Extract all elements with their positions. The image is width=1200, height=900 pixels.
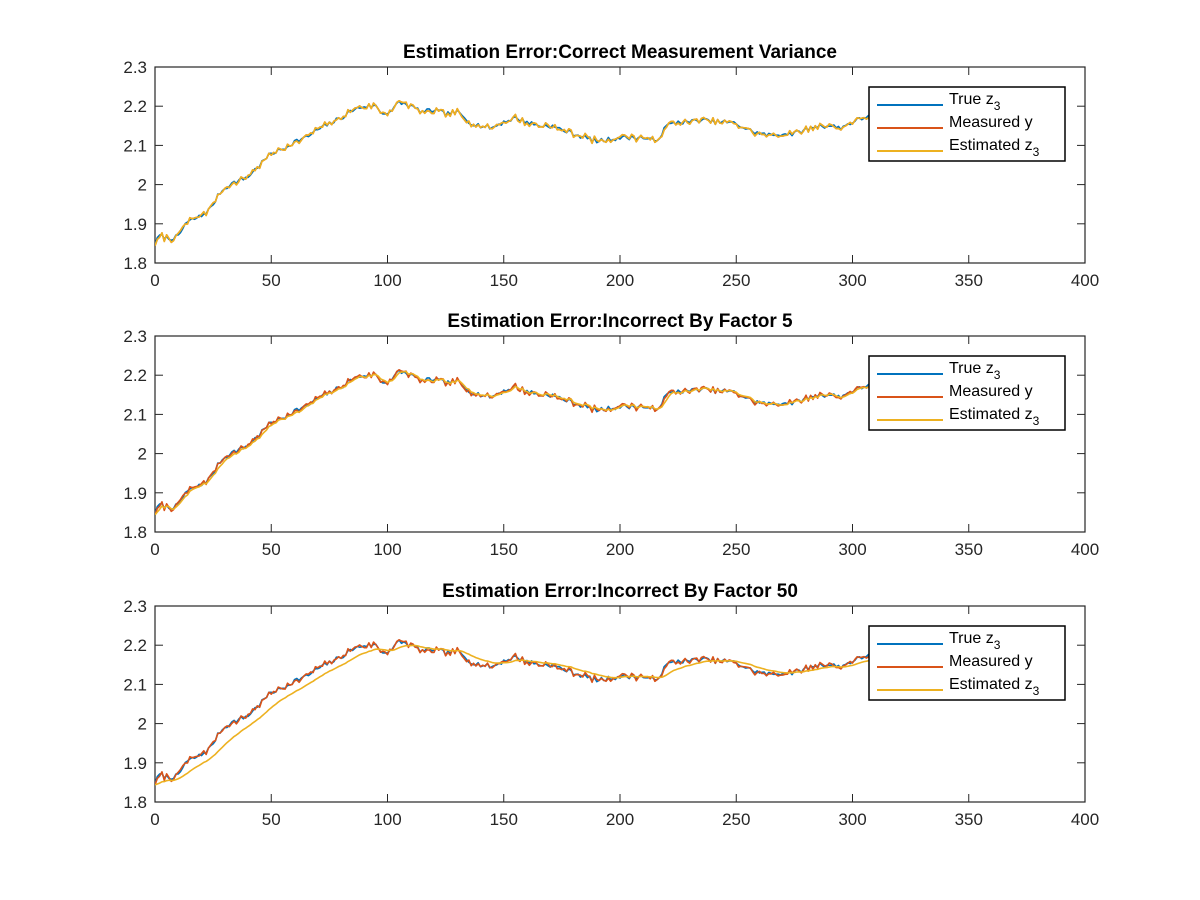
x-tick-label: 400 (1071, 540, 1099, 559)
x-tick-label: 400 (1071, 810, 1099, 829)
subplot-2: Estimation Error:Incorrect By Factor 5 0 5… (123, 311, 1099, 559)
x-tick-label: 200 (606, 810, 634, 829)
x-tick-label: 0 (150, 810, 159, 829)
x-tick-label: 300 (838, 810, 866, 829)
legend-box (868, 625, 1066, 701)
x-tick-label: 250 (722, 810, 750, 829)
x-tick-label: 250 (722, 540, 750, 559)
x-tick-label: 150 (490, 271, 518, 290)
x-tick-label: 100 (373, 540, 401, 559)
legend-true-z3-label: True z3 (949, 360, 1001, 382)
subplots: Estimation Error:Correct Measurement Var… (123, 42, 1099, 829)
x-tick-label: 100 (373, 810, 401, 829)
x-tick-label: 0 (150, 271, 159, 290)
legend-measured-y-label: Measured y (949, 383, 1033, 400)
chart-title: Estimation Error:Correct Measurement Var… (403, 42, 837, 63)
legend-measured-y-label: Measured y (949, 653, 1033, 670)
y-tick-label: 2.1 (123, 675, 147, 694)
x-tick-label: 50 (262, 540, 281, 559)
estimated-z3-line (155, 370, 869, 516)
x-tick-label: 100 (373, 271, 401, 290)
legend-box (868, 355, 1066, 431)
y-tick-label: 1.9 (123, 484, 147, 503)
y-tick-label: 1.9 (123, 754, 147, 773)
y-tick-label: 2.2 (123, 636, 147, 655)
x-tick-label: 250 (722, 271, 750, 290)
y-tick-label: 2.2 (123, 366, 147, 385)
x-tick-label: 350 (955, 271, 983, 290)
x-tick-label: 0 (150, 540, 159, 559)
y-tick-label: 1.8 (123, 793, 147, 812)
chart-title: Estimation Error:Incorrect By Factor 5 (447, 311, 793, 332)
y-tick-label: 2.1 (123, 136, 147, 155)
y-tick-label: 1.8 (123, 523, 147, 542)
y-tick-label: 2 (138, 445, 147, 464)
y-tick-label: 2.3 (123, 58, 147, 77)
x-tick-label: 350 (955, 540, 983, 559)
x-tick-label: 400 (1071, 271, 1099, 290)
y-tick-label: 2 (138, 715, 147, 734)
y-tick-label: 2.3 (123, 327, 147, 346)
legend-box (868, 86, 1066, 162)
estimated-z3-line (155, 644, 869, 786)
legend-measured-y-label: Measured y (949, 114, 1033, 131)
x-tick-label: 50 (262, 810, 281, 829)
y-tick-label: 2 (138, 176, 147, 195)
legend-estimated-z3-label: Estimated z3 (949, 137, 1040, 159)
x-tick-label: 150 (490, 810, 518, 829)
legend-estimated-z3-label: Estimated z3 (949, 406, 1040, 428)
x-tick-label: 150 (490, 540, 518, 559)
measured-y-line (155, 638, 870, 786)
y-tick-label: 2.3 (123, 597, 147, 616)
x-tick-label: 200 (606, 540, 634, 559)
y-tick-label: 2.1 (123, 405, 147, 424)
subplot-1: Estimation Error:Correct Measurement Var… (123, 42, 1099, 290)
legend-true-z3-label: True z3 (949, 630, 1001, 652)
x-tick-label: 300 (838, 540, 866, 559)
legend-estimated-z3-label: Estimated z3 (949, 676, 1040, 698)
subplot-3: Estimation Error:Incorrect By Factor 50 0… (123, 581, 1099, 829)
estimated-z3-line (155, 99, 870, 247)
series-group (155, 638, 870, 786)
x-tick-label: 300 (838, 271, 866, 290)
y-tick-label: 1.8 (123, 254, 147, 273)
x-tick-label: 50 (262, 271, 281, 290)
y-tick-label: 1.9 (123, 215, 147, 234)
x-tick-label: 350 (955, 810, 983, 829)
series-group (155, 368, 870, 516)
series-group (155, 99, 870, 247)
legend-true-z3-label: True z3 (949, 91, 1001, 113)
chart-title: Estimation Error:Incorrect By Factor 50 (442, 581, 798, 602)
x-tick-label: 200 (606, 271, 634, 290)
y-tick-label: 2.2 (123, 97, 147, 116)
